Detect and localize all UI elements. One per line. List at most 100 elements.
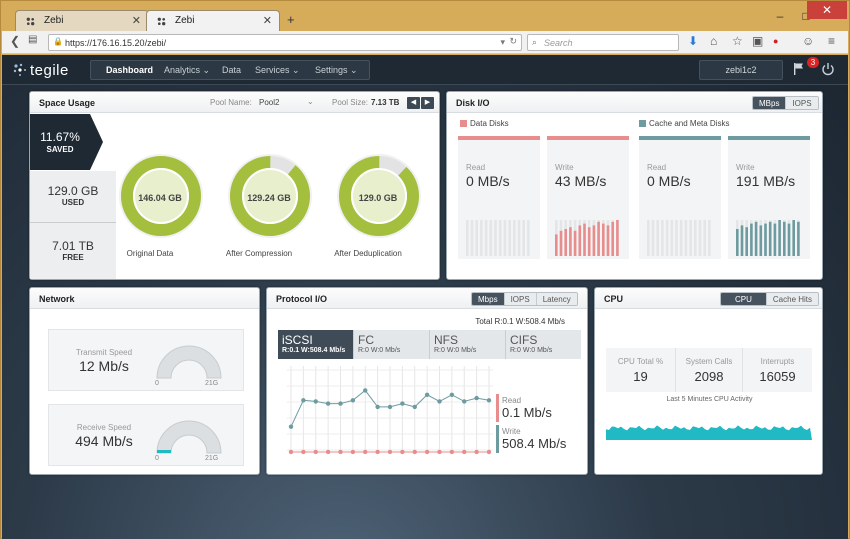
close-window-button[interactable]: ✕ [807, 1, 847, 19]
tab-iscsi[interactable]: iSCSI R:0.1 W:508.4 Mb/s [278, 330, 354, 359]
bar-track [503, 220, 507, 256]
app-topnav: tegile Dashboard Analytics ⌄ Data Servic… [2, 55, 848, 85]
maximize-button[interactable]: □ [802, 9, 810, 23]
bar [616, 220, 619, 256]
close-tab-icon[interactable]: ✕ [131, 15, 141, 27]
free-value: 7.01 TB [52, 239, 94, 253]
tab-fc[interactable]: FC R:0 W:0 Mb/s [354, 330, 430, 359]
cache-hits-tab[interactable]: Cache Hits [765, 293, 819, 305]
pool-name-select[interactable]: Pool2 [259, 98, 280, 107]
bar-track [517, 220, 521, 256]
clipboard-icon[interactable]: ▣ [752, 34, 764, 48]
data-point [437, 399, 442, 404]
write-label: Write [502, 427, 521, 436]
panel-title: Network [39, 294, 75, 304]
chat-icon[interactable]: ☺ [802, 34, 815, 48]
bar-track [484, 220, 488, 256]
data-point [375, 449, 380, 455]
data-point [325, 401, 331, 406]
prev-pool-button[interactable]: ◀ [407, 97, 420, 109]
nav-dashboard[interactable]: Dashboard [106, 65, 154, 75]
donut-arc [339, 156, 419, 237]
tab-nfs[interactable]: NFS R:0 W:0 Mb/s [430, 330, 506, 359]
adblock-icon[interactable]: ● [773, 36, 779, 46]
iops-toggle[interactable]: IOPS [503, 293, 536, 305]
bar-track [498, 220, 502, 256]
nav-data[interactable]: Data [222, 65, 242, 75]
bar-track [489, 220, 493, 256]
mbps-toggle[interactable]: MBps [753, 97, 786, 109]
menu-icon[interactable]: ≡ [828, 34, 836, 48]
bar-track [679, 220, 683, 256]
card-label: Read [647, 163, 667, 172]
bar-track [647, 220, 650, 256]
page-icon: ▤ [28, 34, 38, 45]
address-bar[interactable]: 🔒 https://176.16.15.20/zebi/ ▾ ↻ [48, 34, 522, 51]
bar-track [661, 220, 664, 256]
lock-icon: 🔒 [53, 37, 63, 46]
panel-header: Network [30, 288, 259, 309]
disk-io-panel: Disk I/O MBps IOPS Data Disks Cache and … [446, 91, 823, 280]
search-input[interactable]: ⌕ Search [527, 34, 679, 51]
used-value: 129.0 GB [47, 184, 99, 198]
browser-tab-1[interactable]: Zebi ✕ [15, 10, 149, 31]
user-menu[interactable]: zebi1c2 [699, 60, 783, 80]
bar [602, 223, 605, 256]
data-point [412, 449, 417, 455]
write-value: 508.4 Mb/s [502, 436, 567, 451]
cpu-total-box: CPU Total % 19 [606, 348, 676, 392]
mbps-toggle[interactable]: Mbps [472, 293, 504, 305]
back-icon[interactable]: ❮ [10, 34, 21, 48]
gauge-min: 0 [155, 455, 159, 462]
legend-label: Cache and Meta Disks [649, 119, 730, 128]
nav-analytics[interactable]: Analytics ⌄ [164, 65, 211, 75]
protocol-stats: R:0.1 W:508.4 Mb/s [282, 347, 346, 354]
bar [778, 220, 781, 256]
bar-track [684, 220, 688, 256]
legend-label: Data Disks [470, 119, 509, 128]
activity-label: Last 5 Minutes CPU Activity [666, 396, 753, 403]
bar [555, 234, 558, 256]
nav-services[interactable]: Services ⌄ [255, 65, 300, 75]
nav-settings[interactable]: Settings ⌄ [315, 65, 358, 75]
browser-tab-2[interactable]: Zebi ✕ [146, 10, 280, 31]
data-point [424, 449, 430, 455]
data-point [449, 392, 455, 397]
data-point [288, 449, 294, 455]
brand-name: tegile [30, 62, 69, 79]
latency-toggle[interactable]: Latency [535, 293, 577, 305]
bar [764, 223, 767, 256]
read-bar [496, 394, 499, 422]
cpu-tab[interactable]: CPU [721, 293, 766, 305]
cpu-toggle: CPU Cache Hits [720, 292, 820, 306]
reload-icon[interactable]: ↻ [509, 36, 517, 46]
search-placeholder: Search [544, 38, 573, 48]
gauge-max: 21G [205, 455, 219, 462]
bar-track [694, 220, 697, 256]
tab-cifs[interactable]: CIFS R:0 W:0 Mb/s [506, 330, 581, 359]
panel-header: CPU CPU Cache Hits [595, 288, 822, 309]
card-value: 0 MB/s [647, 173, 691, 189]
free-stat: 7.01 TB FREE [30, 223, 116, 279]
bookmark-icon[interactable]: ☆ [732, 34, 743, 48]
bar-track [675, 220, 678, 256]
power-icon[interactable] [821, 62, 835, 76]
dropdown-icon[interactable]: ▾ [500, 37, 505, 47]
download-icon[interactable]: ⬇ [688, 34, 699, 48]
data-point [350, 449, 356, 455]
legend-swatch [460, 120, 467, 127]
new-tab-button[interactable]: + [287, 12, 295, 27]
close-tab-icon[interactable]: ✕ [262, 15, 272, 27]
iops-toggle[interactable]: IOPS [785, 97, 818, 109]
system-calls-box: System Calls 2098 [676, 348, 743, 392]
minimize-button[interactable]: – [776, 9, 784, 23]
brand-logo[interactable]: tegile [13, 62, 69, 79]
data-point [313, 449, 318, 455]
home-icon[interactable]: ⌂ [710, 34, 718, 48]
flag-icon[interactable] [794, 63, 804, 75]
bar [759, 225, 763, 256]
cpu-activity-area [606, 425, 812, 440]
next-pool-button[interactable]: ▶ [421, 97, 434, 109]
chevron-down-icon[interactable]: ⌄ [307, 97, 314, 106]
bar [597, 221, 600, 256]
